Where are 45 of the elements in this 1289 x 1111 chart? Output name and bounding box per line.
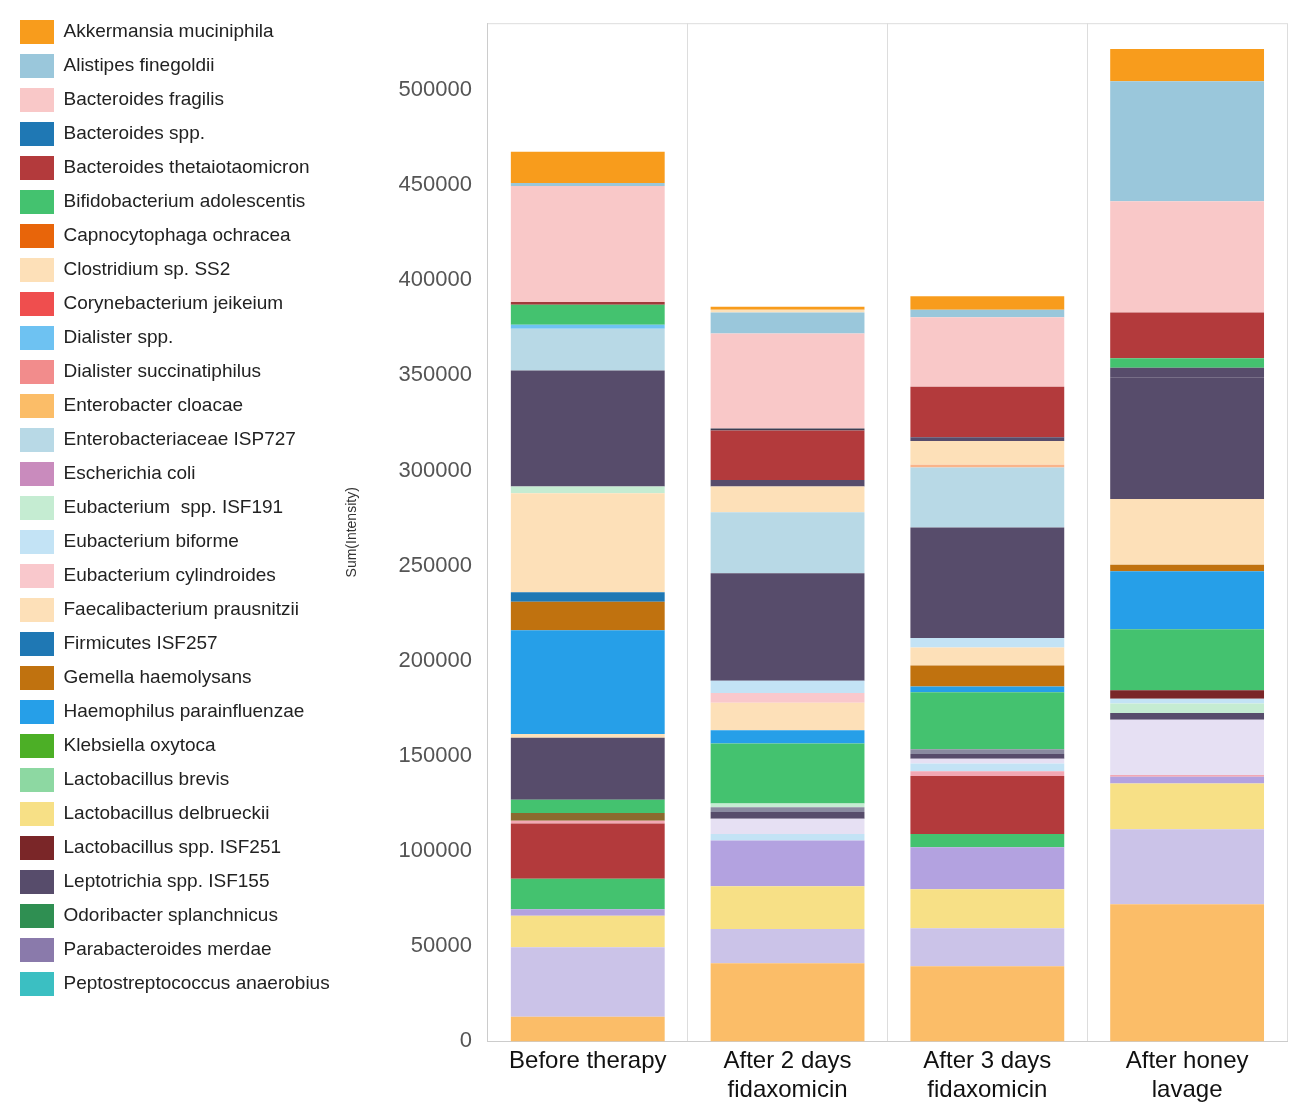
legend-label: Parabacteroides merdae (63, 938, 272, 960)
legend-label: Akkermansia muciniphila (63, 20, 275, 42)
x-tick-label: Before therapy (509, 1046, 667, 1074)
y-tick-label: 400000 (398, 266, 472, 292)
legend-label: Lactobacillus spp. ISF251 (63, 836, 282, 858)
y-axis-title: Sum(Intensity) (342, 487, 359, 578)
legend-label: Eubacterium cylindroides (63, 564, 276, 586)
x-tick-label: After honey lavage (1125, 1046, 1249, 1103)
legend-label: Clostridium sp. SS2 (63, 258, 231, 280)
legend-label: Eubacterium biforme (63, 530, 239, 552)
legend-label: Leptotrichia spp. ISF155 (63, 870, 270, 892)
legend-label: Bifidobacterium adolescentis (63, 190, 306, 212)
y-tick-label: 500000 (398, 75, 472, 101)
legend-label: Firmicutes ISF257 (63, 632, 218, 654)
legend-label: Haemophilus parainfluenzae (63, 700, 305, 722)
y-tick-label: 350000 (398, 361, 472, 387)
legend-label: Bacteroides fragilis (63, 88, 225, 110)
y-tick-label: 100000 (398, 837, 472, 863)
legend-label: Lactobacillus delbrueckii (63, 802, 270, 824)
legend-label: Lactobacillus brevis (63, 768, 230, 790)
legend-label: Eubacterium spp. ISF191 (63, 496, 284, 518)
x-tick-label: After 2 days fidaxomicin (723, 1046, 852, 1103)
y-tick-label: 200000 (398, 646, 472, 672)
legend-label: Klebsiella oxytoca (63, 734, 217, 756)
legend-label: Odoribacter splanchnicus (63, 904, 278, 926)
y-tick-label: 300000 (398, 456, 472, 482)
legend-label: Bacteroides spp. (63, 122, 206, 144)
legend-label: Dialister spp. (63, 326, 174, 348)
legend-label: Enterobacter cloacae (63, 394, 244, 416)
legend-label: Dialister succinatiphilus (63, 360, 261, 382)
legend-label: Alistipes finegoldii (63, 54, 215, 76)
legend-label: Escherichia coli (63, 462, 196, 484)
y-tick-label: 150000 (398, 741, 472, 767)
legend-label: Enterobacteriaceae ISP727 (63, 428, 296, 450)
y-tick-label: 250000 (398, 551, 472, 577)
legend-label: Gemella haemolysans (63, 666, 252, 688)
legend-label: Bacteroides thetaiotaomicron (63, 156, 310, 178)
legend-label: Faecalibacterium prausnitzii (63, 598, 299, 620)
legend-label: Capnocytophaga ochracea (63, 224, 292, 246)
y-tick-label: 450000 (398, 171, 472, 197)
y-tick-label: 50000 (410, 932, 472, 958)
y-tick-label: 0 (459, 1027, 472, 1053)
x-tick-label: After 3 days fidaxomicin (923, 1046, 1052, 1103)
legend-label: Corynebacterium jeikeium (63, 292, 284, 314)
legend-label: Peptostreptococcus anaerobius (63, 972, 330, 994)
